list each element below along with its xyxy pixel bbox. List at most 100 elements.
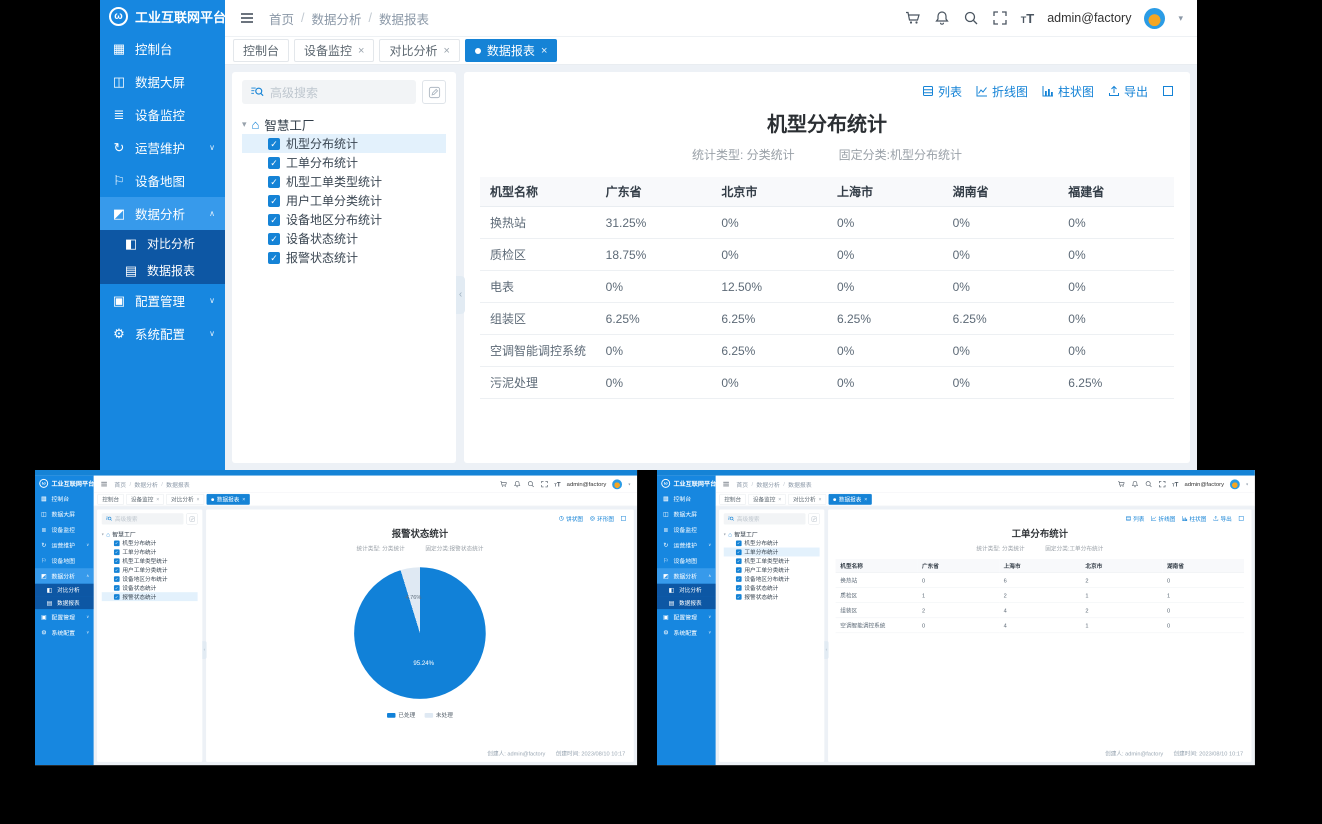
tree-item[interactable]: ✓ 机型工单类型统计 [242, 172, 446, 191]
user-menu-chevron-icon[interactable]: ▾ [1178, 12, 1183, 23]
sidebar-item[interactable]: ◩ 数据分析 ∧ [657, 568, 716, 584]
sidebar-item[interactable]: ⚐ 设备地图 [100, 164, 225, 197]
breadcrumb-item[interactable]: 首页 [736, 481, 749, 489]
sidebar-item[interactable]: ◧ 对比分析 [35, 583, 94, 597]
table-row[interactable]: 空调智能调控系统 0 4 1 0 [835, 617, 1245, 634]
sidebar-item[interactable]: ◩ 数据分析 ∧ [35, 568, 94, 584]
bell-icon[interactable] [1131, 480, 1139, 488]
sidebar-item[interactable]: ◫ 数据大屏 [35, 506, 94, 522]
tab-item[interactable]: 对比分析 × [166, 493, 205, 505]
tab-active[interactable]: 数据报表 × [206, 493, 250, 505]
edit-report-button[interactable] [808, 513, 820, 525]
tab-item[interactable]: 设备监控 × [748, 493, 787, 505]
breadcrumb-item[interactable]: 数据分析 [134, 481, 158, 489]
close-icon[interactable]: × [242, 496, 246, 503]
edit-report-button[interactable] [186, 513, 198, 525]
sidebar-item[interactable]: ↻ 运营维护 ∨ [35, 537, 94, 553]
sidebar-item[interactable]: ◫ 数据大屏 [100, 65, 225, 98]
breadcrumb-item[interactable]: 数据分析 [311, 12, 362, 27]
font-size-icon[interactable]: TT [1172, 480, 1179, 488]
advanced-search-input[interactable]: 高级搜索 [242, 80, 416, 104]
fullscreen-icon[interactable] [1158, 480, 1166, 488]
app-logo[interactable]: ω 工业互联网平台 [657, 476, 716, 491]
sidebar-item[interactable]: ⚙ 系统配置 ∨ [657, 625, 716, 641]
panel-collapse-handle[interactable]: ‹ [202, 640, 207, 659]
sidebar-item[interactable]: ▦ 控制台 [100, 32, 225, 65]
edit-report-button[interactable] [422, 80, 446, 104]
close-icon[interactable]: × [864, 496, 868, 503]
close-icon[interactable]: × [156, 496, 160, 503]
checked-checkbox-icon[interactable]: ✓ [268, 175, 280, 188]
table-row[interactable]: 换热站 0 6 2 0 [835, 572, 1245, 588]
checked-checkbox-icon[interactable]: ✓ [268, 251, 280, 264]
toolbar-pie-chart-button[interactable]: 饼状图 [559, 514, 583, 522]
sidebar-item[interactable]: ◩ 数据分析 ∧ [100, 197, 225, 230]
bell-icon[interactable] [934, 10, 950, 26]
avatar[interactable] [1144, 7, 1166, 29]
checked-checkbox-icon[interactable]: ✓ [735, 540, 742, 546]
tree-item[interactable]: ✓ 用户工单分类统计 [102, 565, 198, 574]
sidebar-item[interactable]: ▤ 数据报表 [35, 596, 94, 610]
table-row[interactable]: 质检区 18.75% 0% 0% 0% 0% [480, 238, 1174, 271]
table-row[interactable]: 污泥处理 0% 0% 0% 0% 6.25% [480, 366, 1174, 399]
tree-root-node[interactable]: ▾ ⌂ 智慧工厂 [724, 529, 820, 538]
cart-icon[interactable] [1117, 480, 1125, 488]
close-icon[interactable]: × [196, 496, 200, 503]
checked-checkbox-icon[interactable]: ✓ [735, 575, 742, 582]
user-email[interactable]: admin@factory [566, 480, 607, 488]
tree-item[interactable]: ✓ 用户工单分类统计 [724, 565, 820, 574]
app-logo[interactable]: ω 工业互联网平台 [35, 476, 94, 491]
breadcrumb-item[interactable]: 数据报表 [379, 12, 430, 27]
cart-icon[interactable] [905, 10, 921, 26]
tree-item[interactable]: ✓ 机型分布统计 [242, 134, 446, 153]
table-row[interactable]: 电表 0% 12.50% 0% 0% 0% [480, 270, 1174, 303]
close-icon[interactable]: × [540, 44, 548, 57]
checked-checkbox-icon[interactable]: ✓ [268, 213, 280, 226]
toolbar-bar-chart-button[interactable]: 柱状图 [1182, 514, 1206, 522]
checked-checkbox-icon[interactable]: ✓ [113, 549, 120, 555]
advanced-search-input[interactable]: 高级搜索 [101, 513, 184, 525]
caret-down-icon[interactable]: ▾ [101, 531, 104, 537]
user-menu-chevron-icon[interactable]: ▾ [1246, 481, 1249, 487]
search-icon[interactable] [1145, 480, 1153, 488]
tree-item[interactable]: ✓ 用户工单分类统计 [242, 191, 446, 210]
user-menu-chevron-icon[interactable]: ▾ [628, 481, 631, 487]
sidebar-item[interactable]: ⚐ 设备地图 [657, 553, 716, 569]
font-size-icon[interactable]: TT [554, 480, 561, 488]
toolbar-line-chart-button[interactable]: 折线图 [976, 83, 1028, 100]
tree-item[interactable]: ✓ 机型工单类型统计 [724, 556, 820, 565]
toolbar-box-button[interactable] [1162, 85, 1174, 97]
toolbar-bar-chart-button[interactable]: 柱状图 [1042, 83, 1094, 100]
table-row[interactable]: 组装区 2 4 2 0 [835, 602, 1245, 619]
checked-checkbox-icon[interactable]: ✓ [268, 137, 280, 150]
avatar[interactable] [612, 479, 623, 490]
panel-collapse-handle[interactable]: ‹ [456, 275, 465, 314]
tree-item[interactable]: ✓ 机型分布统计 [102, 539, 198, 548]
search-icon[interactable] [963, 10, 979, 26]
tree-root-node[interactable]: ▾ ⌂ 智慧工厂 [242, 114, 446, 134]
bell-icon[interactable] [513, 480, 521, 488]
cart-icon[interactable] [500, 480, 508, 488]
toolbar-export-button[interactable]: 导出 [1213, 514, 1232, 522]
sidebar-item[interactable]: ↻ 运营维护 ∨ [657, 537, 716, 553]
toolbar-list-button[interactable]: 列表 [1126, 514, 1144, 522]
checked-checkbox-icon[interactable]: ✓ [735, 567, 742, 573]
tab-item[interactable]: 设备监控 × [294, 39, 375, 62]
checked-checkbox-icon[interactable]: ✓ [113, 575, 120, 582]
sidebar-item[interactable]: ◧ 对比分析 [100, 230, 225, 257]
toolbar-list-button[interactable]: 列表 [922, 83, 962, 100]
tree-item[interactable]: ✓ 设备地区分布统计 [102, 574, 198, 583]
sidebar-item[interactable]: ⚙ 系统配置 ∨ [100, 317, 225, 350]
tree-item[interactable]: ✓ 报警状态统计 [242, 248, 446, 267]
sidebar-item[interactable]: ≣ 设备监控 [100, 98, 225, 131]
sidebar-item[interactable]: ▣ 配置管理 ∨ [657, 609, 716, 625]
breadcrumb-item[interactable]: 数据报表 [788, 481, 812, 489]
checked-checkbox-icon[interactable]: ✓ [113, 567, 120, 573]
table-row[interactable]: 空调智能调控系统 0% 6.25% 0% 0% 0% [480, 334, 1174, 367]
checked-checkbox-icon[interactable]: ✓ [735, 558, 742, 564]
checked-checkbox-icon[interactable]: ✓ [113, 593, 120, 600]
checked-checkbox-icon[interactable]: ✓ [113, 584, 120, 591]
checked-checkbox-icon[interactable]: ✓ [113, 540, 120, 546]
tree-item[interactable]: ✓ 工单分布统计 [723, 547, 820, 557]
hamburger-icon[interactable] [100, 480, 108, 488]
